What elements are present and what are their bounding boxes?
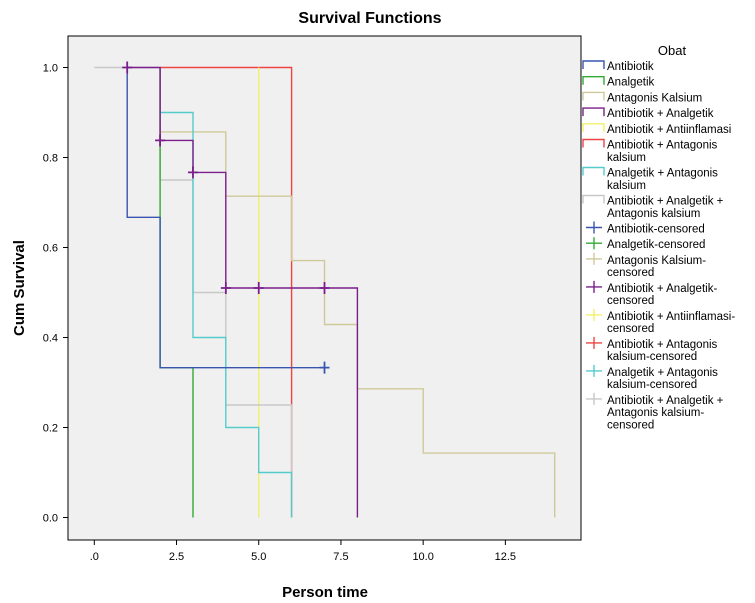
legend-label: Antibiotik [607, 61, 654, 73]
x-tick-label: 10.0 [412, 551, 433, 563]
censor-layer [122, 61, 330, 374]
legend-line-swatch [582, 91, 605, 101]
y-tick-label: 0.8 [43, 153, 58, 165]
y-axis: 0.0 0.2 0.4 0.6 0.8 1.0 [43, 63, 68, 525]
legend-title: Obat [658, 43, 687, 58]
legend-label: Antagonis Kalsium [607, 92, 702, 104]
legend-label: Analgetik + Antagonis kalsium [607, 168, 718, 192]
legend-censor-swatch [586, 364, 602, 377]
y-tick-label: 1.0 [43, 63, 58, 75]
x-axis-title: Person time [282, 584, 368, 601]
legend-line-swatch [582, 138, 605, 148]
legend: Obat Antibiotik Analgetik Antagonis Kalsiu… [582, 43, 735, 432]
legend-label: Antagonis Kalsium-censored [607, 255, 706, 279]
x-tick-label: 2.5 [169, 551, 184, 563]
legend-line-swatch [582, 60, 605, 69]
y-tick-label: 0.4 [43, 333, 58, 345]
y-tick-label: 0.0 [43, 513, 58, 525]
legend-label: Antibiotik + Antiinflamasi-censored [607, 311, 735, 335]
censor-marker [187, 166, 198, 179]
series-layer [94, 66, 556, 518]
y-axis-title: Cum Survival [11, 240, 28, 336]
legend-label: Analgetik-censored [607, 239, 705, 251]
x-tick-label: 12.5 [495, 551, 516, 563]
legend-line-swatch [582, 123, 605, 132]
legend-censor-swatch [586, 308, 602, 321]
y-tick-label: 0.2 [43, 423, 58, 435]
x-tick-label: .0 [90, 551, 99, 563]
legend-line-swatch [582, 166, 605, 176]
x-tick-label: 7.5 [333, 551, 348, 563]
legend-line-swatch [582, 107, 605, 117]
legend-line-swatch [582, 194, 605, 204]
chart-title: Survival Functions [298, 10, 441, 27]
censor-marker [220, 282, 231, 294]
x-tick-label: 5.0 [251, 551, 266, 563]
censor-marker [319, 361, 330, 374]
legend-censor-swatch [586, 221, 602, 234]
legend-label: Antibiotik + Antagonis kalsium-censored [607, 339, 718, 363]
legend-label: Antibiotik + Analgetik + Antagonis kalsiu… [607, 395, 724, 432]
legend-label: Antibiotik + Analgetik + Antagonis kalsiu… [607, 196, 724, 220]
legend-line-swatch [582, 76, 605, 85]
x-axis: .0 2.5 5.0 7.5 10.0 12.5 [90, 540, 516, 563]
legend-label: Antibiotik-censored [607, 224, 705, 236]
legend-label: Antibiotik + Antiinflamasi [607, 124, 731, 136]
y-tick-label: 0.6 [43, 243, 58, 255]
censor-marker [253, 282, 264, 294]
series-line [126, 67, 325, 369]
legend-label: Analgetik + Antagonis kalsium-censored [607, 367, 718, 391]
legend-censor-swatch [586, 392, 602, 405]
legend-label: Antibiotik + Analgetik-censored [607, 283, 717, 307]
legend-censor-swatch [586, 336, 602, 349]
legend-censor-swatch [586, 280, 602, 293]
censor-marker [155, 134, 166, 147]
legend-label: Antibiotik + Antagonis kalsium [607, 140, 718, 164]
censor-marker [319, 282, 330, 294]
legend-label: Analgetik [607, 77, 655, 89]
legend-censor-swatch [586, 252, 602, 265]
series-line [160, 111, 293, 518]
censor-marker [122, 61, 133, 74]
legend-censor-swatch [586, 237, 602, 250]
legend-label: Antibiotik + Analgetik [607, 108, 714, 120]
